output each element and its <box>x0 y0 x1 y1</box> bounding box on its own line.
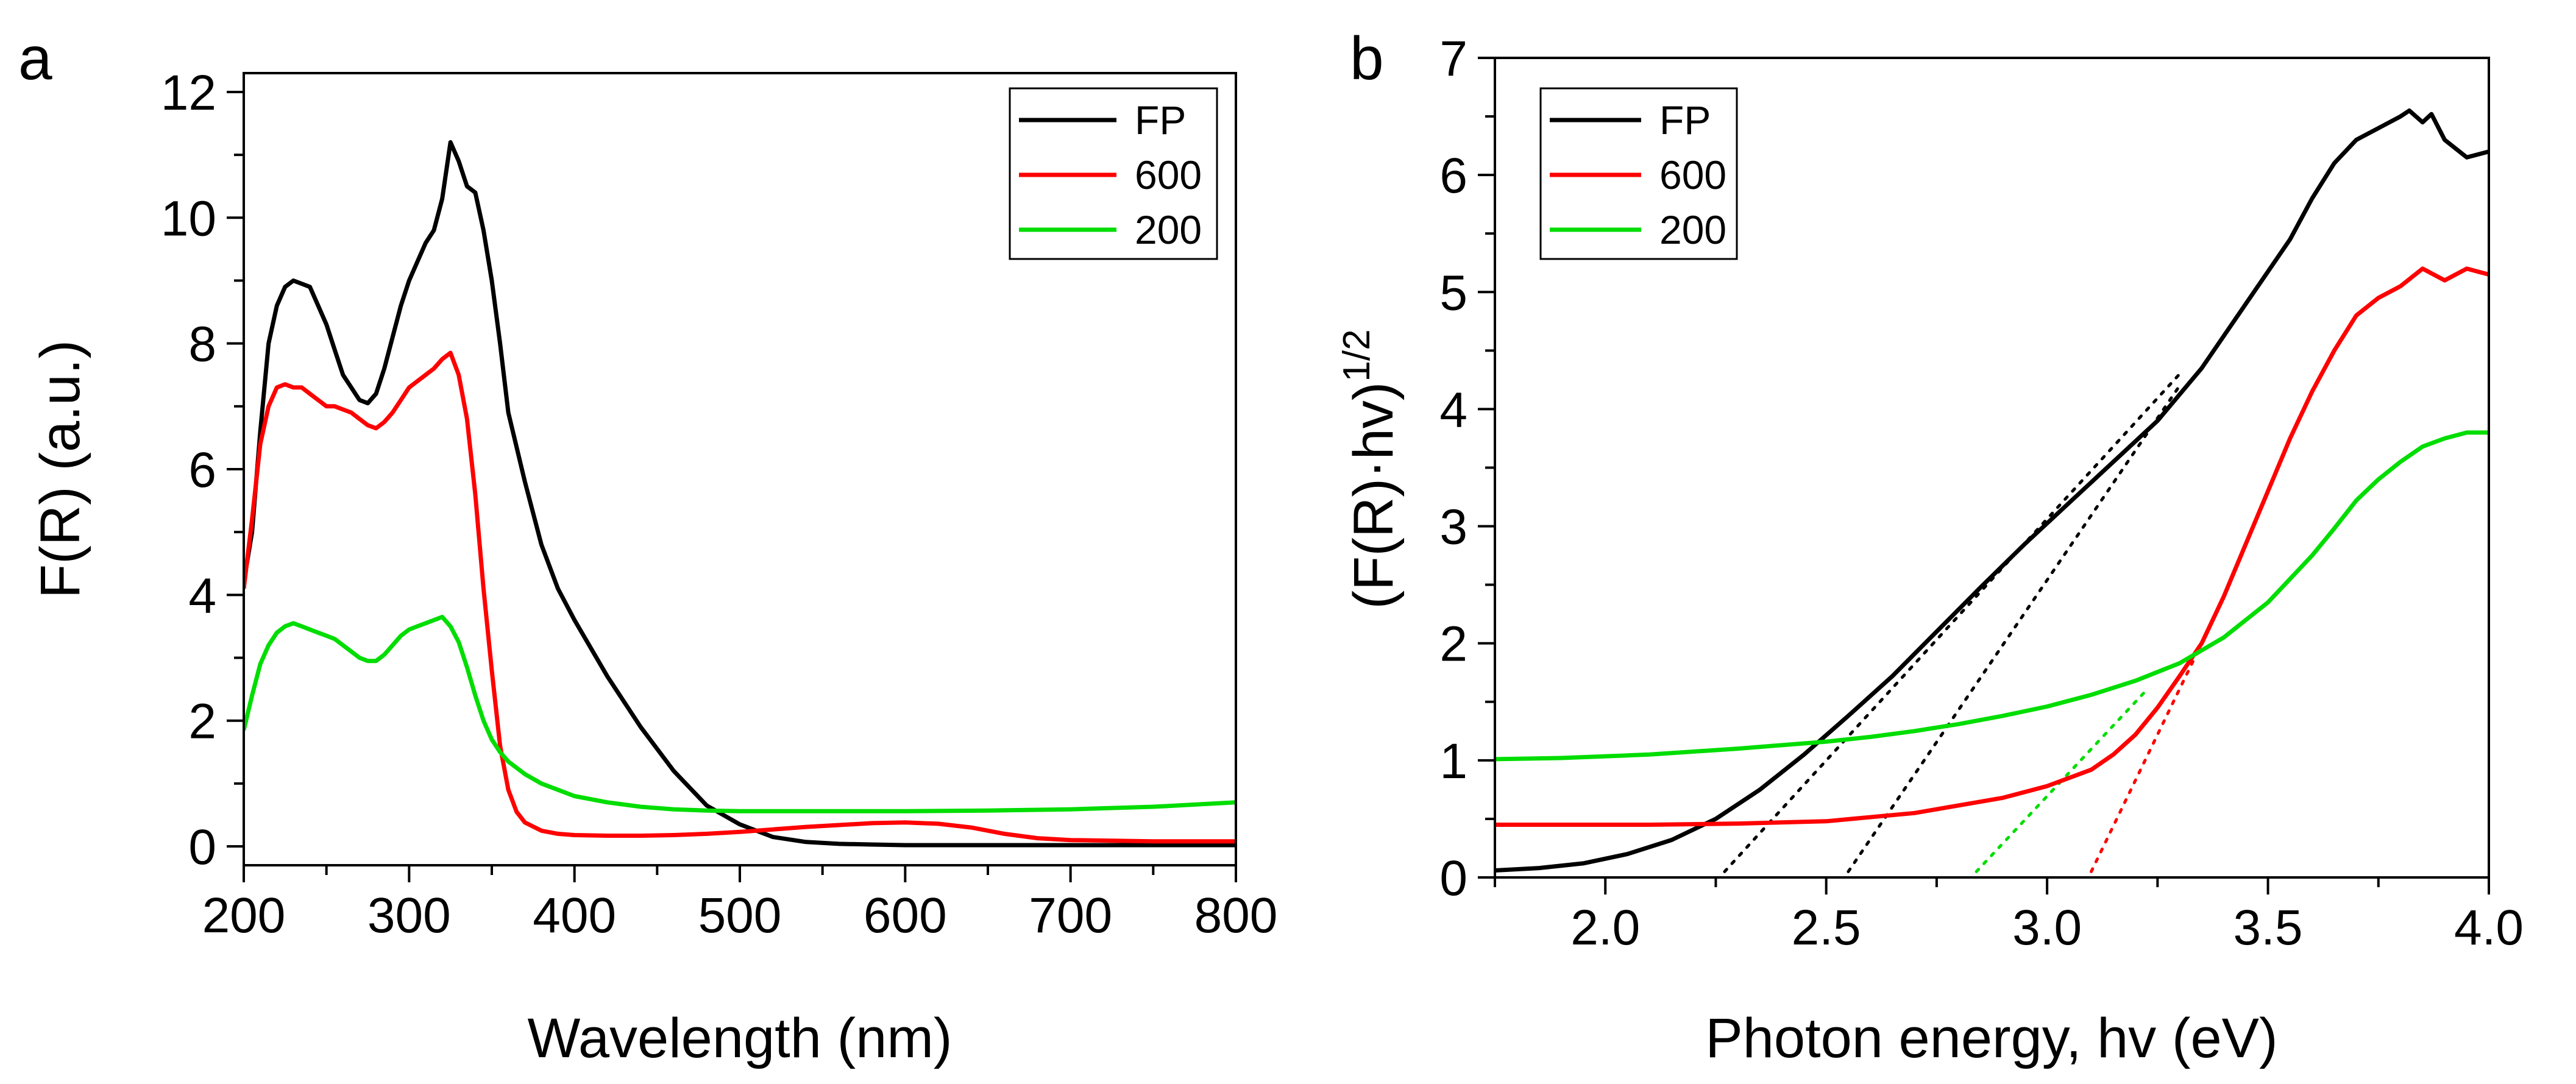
b-y-tick-label: 7 <box>1439 31 1467 87</box>
panel-b-x-axis: 2.0 2.5 3.0 3.5 4.0 <box>1494 877 2524 955</box>
a-x-tick-label: 400 <box>533 888 616 943</box>
panel-b-y-axis-label-group: (F(R)·hv)1/2 <box>1336 329 1405 609</box>
a-x-tick-label: 300 <box>367 888 451 943</box>
panel-a-curves <box>244 140 1236 848</box>
panel-b-legend: FP 600 200 <box>1539 87 1738 260</box>
a-x-tick-label: 500 <box>698 888 782 943</box>
a-x-tick-label: 200 <box>202 888 286 943</box>
a-y-tick-label: 0 <box>188 820 216 875</box>
panel-a-x-axis: 200 300 400 500 600 700 800 <box>202 865 1278 943</box>
a-series-600 <box>244 350 1236 844</box>
b-y-tick-label: 6 <box>1439 148 1467 204</box>
panel-b-y-axis: 0 1 2 3 4 5 6 7 <box>1439 31 1495 906</box>
panel-label-b: b <box>1350 24 1384 93</box>
a-y-tick-label: 2 <box>188 694 216 749</box>
b-legend-label-600: 600 <box>1659 152 1726 197</box>
panel-b-x-axis-label: Photon energy, hv (eV) <box>1705 1007 2277 1069</box>
a-series-fp <box>244 140 1236 848</box>
b-y-tick-label: 0 <box>1439 851 1467 906</box>
a-legend-label-600: 600 <box>1135 152 1202 197</box>
panel-b-y-axis-label-exponent: 1/2 <box>1336 329 1378 381</box>
b-series-600 <box>1495 266 2489 827</box>
panel-a-y-axis: 0 2 4 6 8 10 12 <box>161 65 244 875</box>
b-x-tick-label: 4.0 <box>2454 900 2524 955</box>
a-y-tick-label: 8 <box>188 317 216 372</box>
panel-b-curves <box>1495 108 2489 873</box>
b-x-tick-label: 2.5 <box>1792 900 1861 955</box>
b-y-tick-label: 4 <box>1439 382 1467 437</box>
b-series-200 <box>1495 430 2489 762</box>
a-legend-label-200: 200 <box>1135 207 1202 252</box>
b-y-tick-label: 5 <box>1439 265 1467 321</box>
b-x-tick-label: 3.0 <box>2012 900 2082 955</box>
b-legend-label-fp: FP <box>1659 97 1711 143</box>
a-y-tick-label: 4 <box>188 568 216 623</box>
b-x-tick-label: 2.0 <box>1570 900 1640 955</box>
b-tangent-line <box>2090 642 2204 873</box>
b-tangent-line <box>1723 372 2182 873</box>
b-x-tick-label: 3.5 <box>2234 900 2303 955</box>
a-x-tick-label: 700 <box>1029 888 1112 943</box>
panel-label-a: a <box>18 24 52 93</box>
a-y-tick-label: 10 <box>161 191 216 246</box>
a-legend-label-fp: FP <box>1135 97 1186 143</box>
panel-a-x-axis-label: Wavelength (nm) <box>527 1007 952 1069</box>
a-y-tick-label: 6 <box>188 442 216 498</box>
a-y-tick-label: 12 <box>161 65 216 121</box>
b-y-tick-label: 1 <box>1439 734 1467 789</box>
panel-b-y-axis-label: (F(R)·hv)1/2 <box>1336 329 1405 609</box>
b-y-tick-label: 3 <box>1439 500 1467 555</box>
a-x-tick-label: 800 <box>1194 888 1278 943</box>
panel-a: a 200 300 400 500 600 700 800 0 2 4 6 8 10 12 Wavele… <box>18 24 1277 1069</box>
panel-a-legend: FP 600 200 <box>1009 87 1218 260</box>
panel-b: b 2.0 2.5 3.0 3.5 4.0 0 1 2 3 4 5 6 7 Photon energy… <box>1336 24 2524 1069</box>
b-y-tick-label: 2 <box>1439 617 1467 672</box>
panel-a-y-axis-label: F(R) (a.u.) <box>29 340 91 598</box>
a-series-200 <box>244 615 1236 813</box>
a-x-tick-label: 600 <box>864 888 947 943</box>
panel-b-y-axis-label-main: (F(R)·hv) <box>1343 382 1405 609</box>
b-legend-label-200: 200 <box>1659 207 1726 252</box>
b-tangent-line <box>1847 384 2182 873</box>
